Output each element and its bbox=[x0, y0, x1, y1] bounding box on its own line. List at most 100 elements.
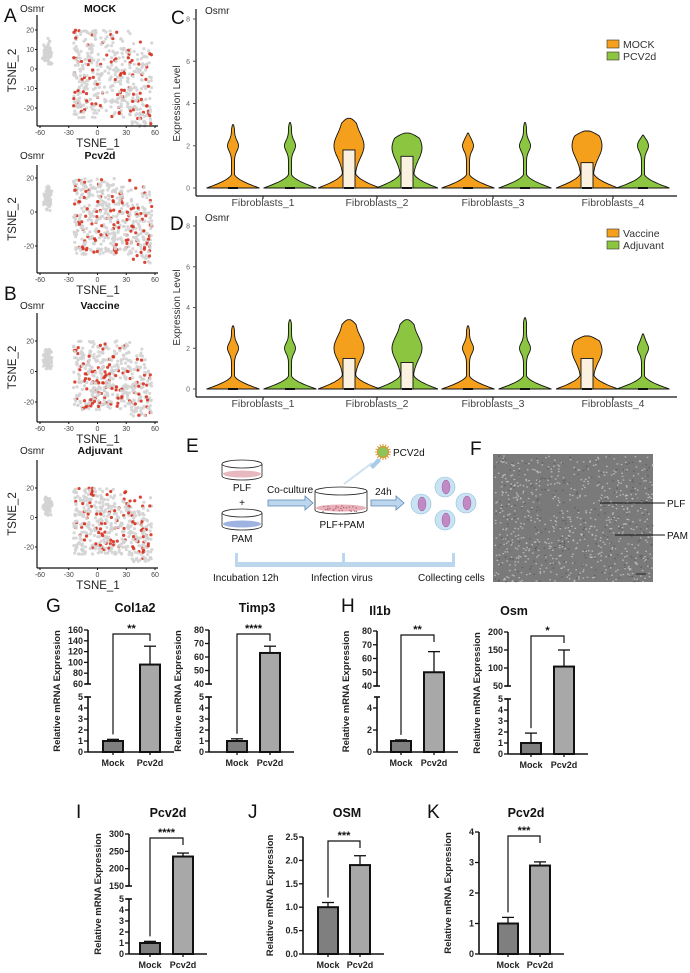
collected-cell-icon bbox=[434, 509, 456, 531]
tsne-point-high bbox=[72, 56, 76, 60]
cell-speck bbox=[595, 543, 597, 545]
tsne-point bbox=[147, 242, 151, 247]
tsne-x-tick-label: 0 bbox=[96, 426, 100, 433]
cell-speck bbox=[624, 456, 627, 458]
cell-speck bbox=[508, 513, 511, 515]
tsne-point bbox=[100, 374, 104, 378]
tsne-point bbox=[109, 495, 113, 499]
tsne-point bbox=[131, 530, 135, 535]
cell-speck bbox=[589, 553, 592, 556]
tsne-point bbox=[82, 230, 86, 234]
tsne-point bbox=[96, 551, 100, 555]
tsne-point bbox=[146, 49, 151, 53]
violin-box bbox=[580, 357, 594, 390]
tsne-point bbox=[120, 195, 125, 199]
tsne-point-high bbox=[89, 398, 93, 402]
cell-speck bbox=[506, 527, 508, 529]
tsne-point-high bbox=[89, 404, 93, 408]
tsne-point bbox=[105, 525, 109, 529]
bar-y-tick-label: 4 bbox=[498, 705, 503, 715]
cell-speck bbox=[535, 479, 538, 481]
tsne-point bbox=[102, 497, 107, 502]
tsne-point bbox=[92, 58, 96, 62]
tsne-point bbox=[95, 204, 99, 208]
tsne-point bbox=[134, 85, 138, 90]
violin-vaccine bbox=[317, 319, 381, 390]
tsne-point bbox=[127, 550, 132, 554]
cell-speck bbox=[600, 555, 603, 557]
cell-speck bbox=[608, 504, 610, 506]
cell-speck bbox=[643, 480, 645, 482]
cell-speck bbox=[525, 555, 527, 558]
tsne-point-high bbox=[95, 249, 99, 254]
cell-speck bbox=[645, 475, 648, 477]
cell-speck bbox=[504, 477, 507, 480]
tsne-point bbox=[113, 233, 117, 237]
cell-speck bbox=[544, 477, 546, 480]
tsne-point bbox=[128, 113, 132, 117]
tsne-point bbox=[90, 237, 94, 241]
cell-speck bbox=[498, 500, 501, 503]
tsne-point bbox=[81, 192, 85, 196]
tsne-point-high bbox=[90, 222, 94, 226]
tsne-point bbox=[138, 558, 142, 562]
tsne-point bbox=[42, 54, 46, 58]
cell-speck bbox=[567, 569, 570, 571]
cell-speck bbox=[518, 474, 521, 477]
cell-speck bbox=[611, 546, 614, 549]
bar-y-tick-label: 4 bbox=[367, 703, 372, 713]
legend-swatch-vaccine bbox=[606, 228, 620, 238]
tsne-point-high bbox=[95, 379, 99, 383]
tsne-point-high bbox=[76, 89, 80, 93]
violin-category-label: Fibroblasts_1 bbox=[231, 197, 294, 209]
cell-speck bbox=[517, 518, 519, 520]
cell-speck bbox=[537, 461, 539, 464]
tsne-point bbox=[127, 87, 131, 91]
tsne-point bbox=[136, 57, 140, 62]
tsne-x-label: TSNE_1 bbox=[76, 138, 119, 150]
tsne-point-high bbox=[94, 102, 98, 106]
tsne-point bbox=[103, 508, 108, 512]
cell-speck bbox=[636, 489, 639, 491]
cell-dot bbox=[341, 509, 343, 512]
cell-speck bbox=[649, 481, 652, 484]
bar-category-label: Mock bbox=[389, 758, 413, 768]
cell-speck bbox=[521, 504, 523, 507]
tsne-point bbox=[126, 77, 130, 81]
cell-speck bbox=[613, 470, 615, 472]
tsne-point bbox=[100, 519, 104, 523]
cell-speck bbox=[516, 482, 519, 484]
cell-speck bbox=[625, 523, 628, 525]
violin-y-tick-label: 2 bbox=[186, 143, 190, 150]
tsne-point bbox=[46, 499, 50, 503]
tsne-point bbox=[105, 487, 109, 491]
tsne-point bbox=[149, 86, 154, 90]
cell-speck bbox=[594, 518, 597, 521]
tsne-point-high bbox=[145, 398, 150, 402]
tsne-point bbox=[90, 529, 94, 533]
cell-speck bbox=[522, 551, 525, 554]
tsne-point bbox=[131, 42, 136, 46]
tsne-point bbox=[116, 364, 120, 368]
tsne-point bbox=[134, 539, 139, 543]
tsne-point bbox=[83, 57, 87, 62]
tsne-point bbox=[96, 91, 100, 95]
cell-speck bbox=[539, 517, 542, 519]
tsne-point bbox=[83, 177, 87, 181]
cell-speck bbox=[511, 541, 514, 544]
tsne-y-label: TSNE_2 bbox=[7, 49, 19, 92]
tsne-point bbox=[88, 538, 92, 543]
cell-speck bbox=[608, 487, 611, 490]
cell-speck bbox=[645, 492, 648, 495]
tsne-point bbox=[142, 207, 147, 211]
cell-speck bbox=[584, 522, 587, 524]
tsne-point bbox=[92, 111, 96, 115]
cell-speck bbox=[633, 470, 635, 472]
cell-speck bbox=[514, 527, 516, 530]
tsne-point bbox=[120, 241, 125, 245]
timeline-step-label: Infection virus bbox=[311, 573, 373, 584]
cell-speck bbox=[617, 516, 620, 518]
tsne-point-high bbox=[80, 220, 84, 224]
cell-speck bbox=[583, 480, 586, 483]
cell-speck bbox=[582, 565, 584, 567]
